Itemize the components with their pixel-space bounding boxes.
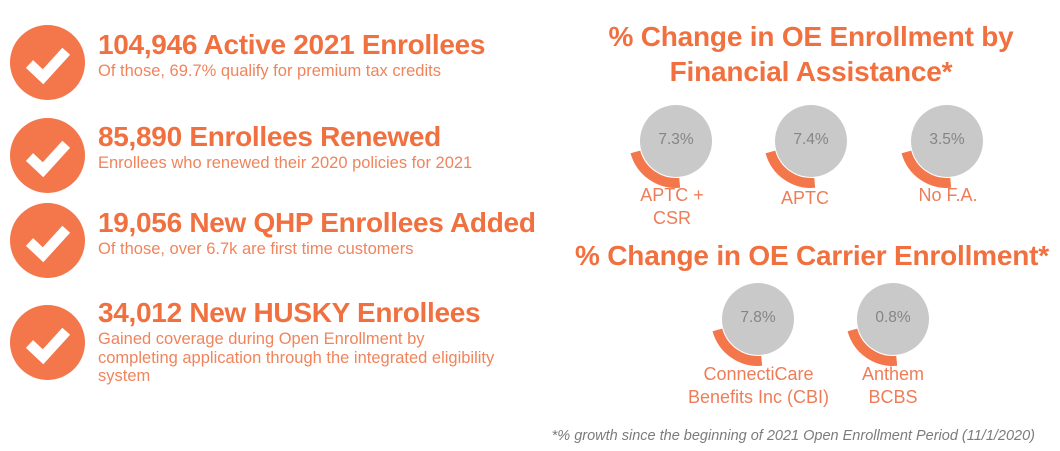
check-item-subtitle: Of those, over 6.7k are first time custo… [98,240,414,258]
check-item-active-enrollees: 104,946 Active 2021 Enrollees Of those, … [98,29,486,81]
gauge-circle [722,283,794,355]
check-item-subtitle: Of those, 69.7% qualify for premium tax … [98,62,441,80]
gauge-value-no-fa: 3.5% [929,131,965,148]
gauge-no-fa: 3.5% [897,99,997,199]
gauge-value-connecticare: 7.8% [740,309,776,326]
check-item-new-qhp-enrollees: 19,056 New QHP Enrollees Added Of those,… [98,209,536,259]
check-item-subtitle: Gained coverage during Open Enrollment b… [98,330,495,385]
gauge-aptc-csr: 7.3% [626,99,726,199]
footnote: *% growth since the beginning of 2021 Op… [551,428,1035,444]
check-item-title: 34,012 New HUSKY Enrollees [98,297,481,328]
gauge-value-aptc: 7.4% [793,131,829,148]
gauge-arc [847,328,898,366]
gauge-label-connecticare: ConnectiCare Benefits Inc (CBI) [687,364,830,407]
gauge-arc [901,150,952,188]
chart-title-financial-assistance: % Change in OE Enrollment by Financial A… [608,21,1014,87]
check-item-title: 104,946 Active 2021 Enrollees [98,29,486,60]
gauge-label-aptc: APTC [780,188,829,208]
gauge-arc [765,150,816,188]
gauge-circle [911,105,983,177]
check-circle [10,305,85,380]
check-item-title: 85,890 Enrollees Renewed [98,121,441,152]
gauge-connecticare: 7.8% [708,277,808,377]
check-item-new-husky-enrollees: 34,012 New HUSKY Enrollees Gained covera… [98,299,500,386]
check-mark-icon [25,140,71,178]
gauge-circle [640,105,712,177]
gauge-circle [857,283,929,355]
check-item-subtitle: Enrollees who renewed their 2020 policie… [98,154,473,172]
check-icon [10,118,85,193]
check-circle [10,118,85,193]
check-mark-icon [25,47,71,85]
gauge-arc [630,150,681,188]
gauge-value-aptc-csr: 7.3% [658,131,694,148]
check-mark-icon [25,225,71,263]
check-circle [10,25,85,100]
check-mark-icon [25,327,71,365]
check-icon [10,203,85,278]
check-icon [10,25,85,100]
gauge-label-aptc-csr: APTC + CSR [640,185,704,228]
gauge-anthem-bcbs: 0.8% [843,277,943,377]
check-icon [10,305,85,380]
check-circle [10,203,85,278]
check-item-enrollees-renewed: 85,890 Enrollees Renewed Enrollees who r… [98,123,472,173]
chart-title-carrier-enrollment: % Change in OE Carrier Enrollment* [575,240,1049,271]
gauge-label-no-fa: No F.A. [918,185,978,205]
gauge-value-anthem-bcbs: 0.8% [875,309,911,326]
gauge-arc [712,328,763,366]
gauge-aptc: 7.4% [761,99,861,199]
gauge-circle [775,105,847,177]
check-item-title: 19,056 New QHP Enrollees Added [98,207,536,238]
gauge-label-anthem-bcbs: Anthem BCBS [861,364,925,407]
